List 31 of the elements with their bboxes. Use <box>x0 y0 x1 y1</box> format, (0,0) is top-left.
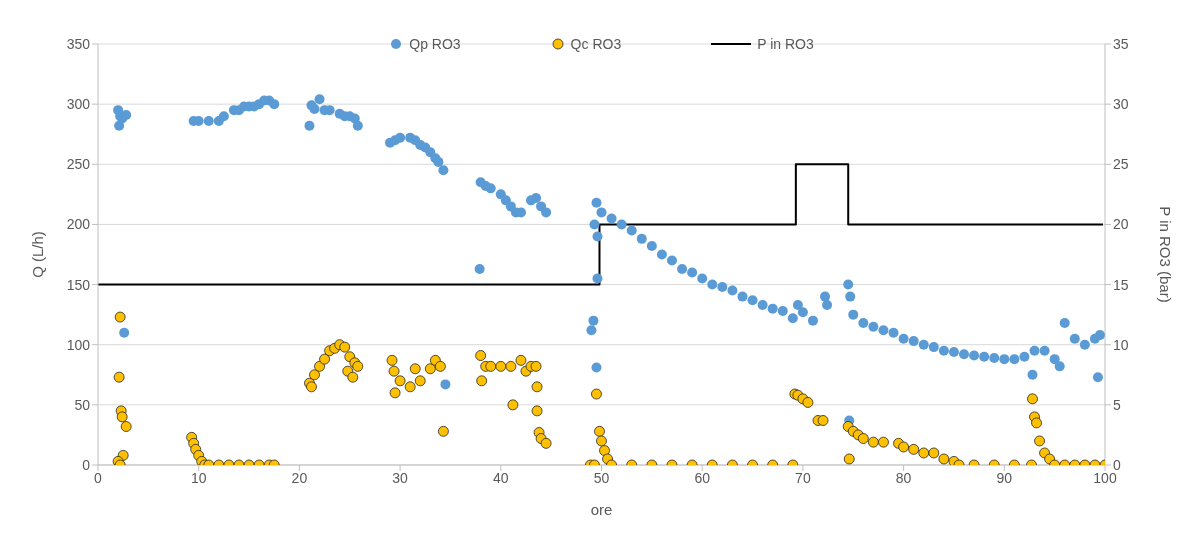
y-tick-label: 350 <box>66 35 91 52</box>
y-tick-label: 300 <box>66 96 91 113</box>
y-axis-title: Q (L/h) <box>29 231 47 278</box>
x-tick-label: 30 <box>392 469 409 486</box>
y-tick-label: 250 <box>66 156 91 173</box>
x-tick-label: 70 <box>795 469 811 486</box>
y-tick-label: 200 <box>66 216 91 233</box>
x-axis-title: ore <box>590 501 613 518</box>
y2-axis-title: P in RO3 (bar) <box>1156 206 1174 303</box>
y-tick-label: 50 <box>74 396 91 413</box>
y2-tick-label: 20 <box>1113 216 1129 233</box>
x-tick-label: 60 <box>694 469 711 486</box>
x-tick-label: 80 <box>895 469 912 486</box>
y2-tick-label: 30 <box>1113 96 1129 113</box>
x-tick-label: 20 <box>291 469 308 486</box>
y2-tick-label: 5 <box>1113 396 1121 413</box>
y2-tick-label: 25 <box>1113 156 1129 173</box>
y-tick-label: 150 <box>66 276 91 293</box>
x-tick-label: 40 <box>493 469 509 486</box>
y2-tick-label: 35 <box>1113 35 1129 52</box>
x-tick-label: 50 <box>593 469 610 486</box>
legend-label: Qp RO3 <box>409 36 461 52</box>
legend-label: Qc RO3 <box>570 36 622 52</box>
y-tick-label: 0 <box>82 456 91 473</box>
x-tick-label: 90 <box>996 469 1013 486</box>
x-tick-label: 10 <box>190 469 207 486</box>
x-tick-label: 0 <box>94 469 103 486</box>
y2-tick-label: 10 <box>1113 336 1129 353</box>
y-tick-label: 100 <box>66 336 91 353</box>
y2-tick-label: 15 <box>1113 276 1129 293</box>
legend-label: P in RO3 <box>757 36 814 52</box>
